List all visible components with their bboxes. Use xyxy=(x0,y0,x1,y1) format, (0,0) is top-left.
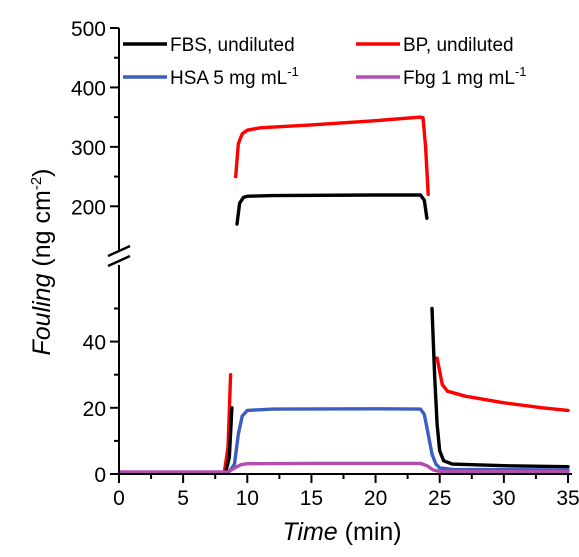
x-tick-label-10: 10 xyxy=(236,487,259,510)
x-tick-label-15: 15 xyxy=(300,487,323,510)
axis-break-mark-2 xyxy=(107,254,131,268)
legend-label-text-0: FBS, undiluted xyxy=(170,35,295,56)
series-line-2-seg-0 xyxy=(119,407,570,474)
x-axis-title-unit: (min) xyxy=(338,518,402,546)
y-tick-label-400: 400 xyxy=(71,77,106,100)
axis-break-mark-1 xyxy=(107,244,131,258)
legend-label-text-1: BP, undiluted xyxy=(403,35,514,56)
legend-label-2: HSA 5 mg mL-1 xyxy=(170,64,299,89)
y-tick-label-40: 40 xyxy=(83,332,106,355)
labels-layer: 0 5 10 15 20 25 30 35 0 20 40 200 300 400 500 Time (min… xyxy=(28,18,579,546)
x-tick-label-5: 5 xyxy=(177,487,189,510)
series-line-0-seg-1 xyxy=(234,115,430,197)
x-tick-label-0: 0 xyxy=(113,487,125,510)
legend-label-0: FBS, undiluted xyxy=(170,35,295,56)
x-tick-label-35: 35 xyxy=(556,487,579,510)
series-line-0-seg-2 xyxy=(435,356,570,413)
y-tick-label-300: 300 xyxy=(71,137,106,160)
y-tick-label-200: 200 xyxy=(71,196,106,219)
y-axis-title-close: ) xyxy=(28,168,56,176)
series-line-0-seg-0 xyxy=(119,373,233,474)
x-tick-label-20: 20 xyxy=(364,487,387,510)
y-tick-label-500: 500 xyxy=(71,18,106,41)
legend-label-text-2: HSA 5 mg mL xyxy=(170,68,287,89)
y-tick-label-0: 0 xyxy=(94,464,106,487)
x-axis-title-italic: Time xyxy=(282,518,337,546)
y-axis-title-superscript: -2 xyxy=(28,177,45,190)
series-line-1-seg-0 xyxy=(119,406,234,474)
y-axis-title: Fouling (ng cm-2) xyxy=(28,168,56,355)
series-line-1-seg-1 xyxy=(235,193,429,226)
legend-label-3: Fbg 1 mg mL-1 xyxy=(403,64,527,89)
series-line-3-seg-0 xyxy=(119,461,570,474)
legend-label-1: BP, undiluted xyxy=(403,35,514,56)
series-layer xyxy=(119,115,570,474)
x-axis-title: Time (min) xyxy=(282,518,401,546)
y-axis-title-italic: Fouling xyxy=(28,273,56,355)
series-line-1-seg-2 xyxy=(430,306,570,469)
x-tick-label-25: 25 xyxy=(428,487,451,510)
legend-label-superscript-3: -1 xyxy=(515,64,527,79)
y-axis-title-unit: (ng cm xyxy=(28,190,56,273)
axes-layer xyxy=(107,28,572,475)
y-tick-label-20: 20 xyxy=(83,398,106,421)
legend-label-superscript-2: -1 xyxy=(287,64,299,79)
x-tick-label-30: 30 xyxy=(492,487,515,510)
ticks-layer xyxy=(110,27,569,483)
legend-label-text-3: Fbg 1 mg mL xyxy=(403,68,515,89)
